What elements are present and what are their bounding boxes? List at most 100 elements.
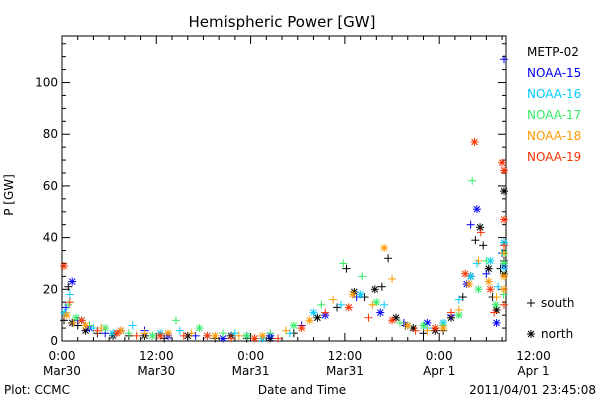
data-point — [124, 329, 133, 338]
y-tick-label: 40 — [43, 231, 58, 245]
legend-marker-label: south — [541, 296, 575, 310]
data-point — [64, 282, 73, 291]
x-tick-label-time: 0:00 — [237, 349, 264, 363]
data-point — [219, 329, 228, 338]
data-point — [486, 285, 495, 294]
data-point — [60, 262, 68, 271]
data-point — [368, 300, 377, 309]
legend-marker — [527, 330, 535, 338]
data-point — [492, 318, 501, 327]
legend-marker — [527, 299, 535, 307]
data-point — [116, 326, 125, 335]
data-point — [500, 300, 508, 309]
data-point — [274, 334, 283, 343]
data-point — [492, 293, 501, 302]
data-point — [377, 282, 386, 291]
data-point — [423, 326, 432, 335]
data-point — [484, 277, 493, 286]
data-point — [281, 326, 290, 335]
data-point — [388, 316, 397, 325]
data-point — [321, 308, 330, 317]
data-point — [476, 228, 485, 237]
data-point — [81, 321, 90, 330]
data-point — [329, 295, 338, 304]
data-point — [500, 259, 508, 268]
data-point — [62, 311, 71, 320]
y-tick-label: 0 — [50, 334, 58, 348]
data-point — [465, 280, 474, 289]
data-point — [491, 300, 500, 309]
data-point — [500, 241, 508, 250]
data-point — [482, 269, 491, 278]
footer-timestamp: 2011/04/01 23:45:08 — [469, 383, 596, 397]
data-point — [439, 324, 448, 333]
data-point — [500, 166, 508, 175]
data-point — [156, 331, 165, 340]
legend-marker-label: north — [541, 327, 573, 341]
data-point — [317, 300, 326, 309]
data-point — [500, 215, 508, 224]
data-point — [479, 241, 488, 250]
data-point — [242, 331, 251, 340]
data-point — [69, 318, 78, 327]
data-point — [468, 176, 477, 185]
data-point — [175, 326, 184, 335]
data-point — [305, 316, 314, 325]
data-point — [164, 329, 173, 338]
footer-plot-credit: Plot: CCMC — [4, 383, 70, 397]
x-tick-label-date: Mar31 — [232, 364, 270, 378]
data-points — [60, 55, 508, 343]
y-tick-label: 20 — [43, 282, 58, 296]
data-point — [344, 303, 353, 312]
legend-entry: NOAA-15 — [527, 66, 581, 80]
data-point — [364, 313, 373, 322]
x-tick-label-date: Mar30 — [43, 364, 81, 378]
legend: METP-02 NOAA-15 NOAA-16 NOAA-17 NOAA-18 NOAA-… — [527, 45, 581, 341]
data-point — [370, 285, 379, 294]
data-point — [358, 272, 367, 281]
data-point — [419, 321, 428, 330]
data-point — [395, 318, 404, 327]
data-point — [380, 300, 389, 309]
data-point — [498, 158, 507, 167]
x-tick-label-time: 12:00 — [516, 349, 551, 363]
data-point — [336, 300, 345, 309]
data-point — [132, 331, 141, 340]
data-point — [297, 324, 306, 333]
x-tick-label-time: 12:00 — [139, 349, 174, 363]
data-point — [313, 313, 322, 322]
legend-entry: NOAA-19 — [527, 150, 581, 164]
data-point — [187, 329, 196, 338]
data-point — [376, 308, 385, 317]
data-point — [500, 272, 508, 281]
y-tick-label: 80 — [43, 127, 58, 141]
data-point — [65, 290, 74, 299]
data-point — [171, 316, 180, 325]
data-point — [203, 331, 212, 340]
data-point — [356, 290, 365, 299]
data-point — [482, 256, 491, 265]
legend-entry: METP-02 — [527, 45, 579, 59]
data-point — [454, 295, 463, 304]
data-point — [384, 254, 393, 263]
data-point — [148, 331, 157, 340]
data-point — [380, 243, 389, 252]
data-point — [65, 298, 74, 307]
data-point — [411, 326, 420, 335]
x-tick-label-date: Apr 1 — [423, 364, 455, 378]
data-point — [234, 331, 243, 340]
data-point — [140, 329, 149, 338]
data-point — [128, 321, 137, 330]
data-point — [454, 305, 463, 314]
data-point — [472, 205, 481, 214]
data-point — [474, 256, 483, 265]
y-tick-label: 60 — [43, 179, 58, 193]
legend-entry: NOAA-18 — [527, 129, 581, 143]
data-point — [195, 324, 204, 333]
data-point — [500, 187, 508, 196]
data-point — [258, 331, 267, 340]
data-point — [474, 285, 483, 294]
data-point — [266, 329, 275, 338]
data-point — [339, 259, 348, 268]
data-point — [179, 331, 188, 340]
